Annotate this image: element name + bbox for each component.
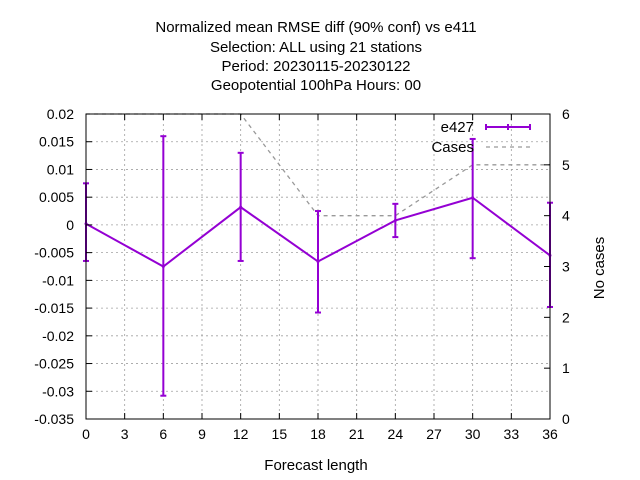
- data-point: [161, 265, 165, 268]
- x-tick-label: 33: [504, 426, 520, 442]
- y2-tick-label: 1: [562, 360, 570, 376]
- title-line-3: Period: 20230115-20230122: [221, 58, 410, 75]
- x-tick-label: 12: [233, 426, 249, 442]
- x-tick-label: 24: [388, 426, 404, 442]
- y2-axis-label: No cases: [591, 237, 608, 300]
- data-point: [316, 260, 320, 264]
- x-tick-label: 3: [121, 426, 129, 442]
- title-line-4: Geopotential 100hPa Hours: 00: [211, 77, 421, 94]
- x-tick-label: 18: [310, 426, 326, 442]
- data-point: [471, 196, 475, 200]
- legend-sample-e427: [485, 124, 531, 130]
- y-axis: 0.02 0.015 0.01 0.005 0 -0.005 -0.01 -0.015 -0.0…: [34, 106, 92, 427]
- legend-label-cases: Cases: [431, 139, 474, 156]
- y-tick-label: -0.01: [42, 272, 74, 288]
- legend: e427 Cases: [431, 119, 531, 156]
- y2-tick-label: 6: [562, 106, 570, 122]
- x-tick-label: 15: [272, 426, 288, 442]
- data-point: [393, 218, 397, 222]
- y-tick-label: 0.01: [47, 161, 74, 177]
- y-tick-label: -0.005: [34, 245, 74, 261]
- y-tick-label: -0.03: [42, 383, 74, 399]
- y-tick-label: -0.015: [34, 300, 74, 316]
- x-tick-label: 6: [159, 426, 167, 442]
- legend-label-e427: e427: [441, 119, 474, 136]
- y2-tick-label: 2: [562, 309, 570, 325]
- y2-tick-label: 3: [562, 259, 570, 275]
- y2-tick-label: 0: [562, 411, 570, 427]
- x-axis: 0 3 6 9 12 15 18 21 24 27 30 33 36: [82, 114, 558, 442]
- title-line-1: Normalized mean RMSE diff (90% conf) vs …: [155, 19, 476, 36]
- y-tick-label: 0.015: [39, 134, 74, 150]
- y2-tick-label: 4: [562, 208, 570, 224]
- x-tick-label: 9: [198, 426, 206, 442]
- y-tick-label: -0.025: [34, 356, 74, 372]
- x-tick-label: 0: [82, 426, 90, 442]
- y-tick-label: 0: [66, 217, 74, 233]
- x-tick-label: 36: [542, 426, 558, 442]
- x-axis-label: Forecast length: [264, 457, 367, 474]
- x-tick-label: 27: [426, 426, 442, 442]
- title-line-2: Selection: ALL using 21 stations: [210, 39, 422, 56]
- x-tick-label: 30: [465, 426, 481, 442]
- y2-tick-label: 5: [562, 157, 570, 173]
- chart-title: Normalized mean RMSE diff (90% conf) vs …: [155, 19, 476, 94]
- y-tick-label: 0.005: [39, 189, 74, 205]
- x-tick-label: 21: [349, 426, 365, 442]
- y-tick-label: 0.02: [47, 106, 74, 122]
- y2-axis: 6 5 4 3 2 1 0: [544, 106, 570, 427]
- data-point: [239, 205, 243, 209]
- y-tick-label: -0.02: [42, 328, 74, 344]
- y-tick-label: -0.035: [34, 411, 74, 427]
